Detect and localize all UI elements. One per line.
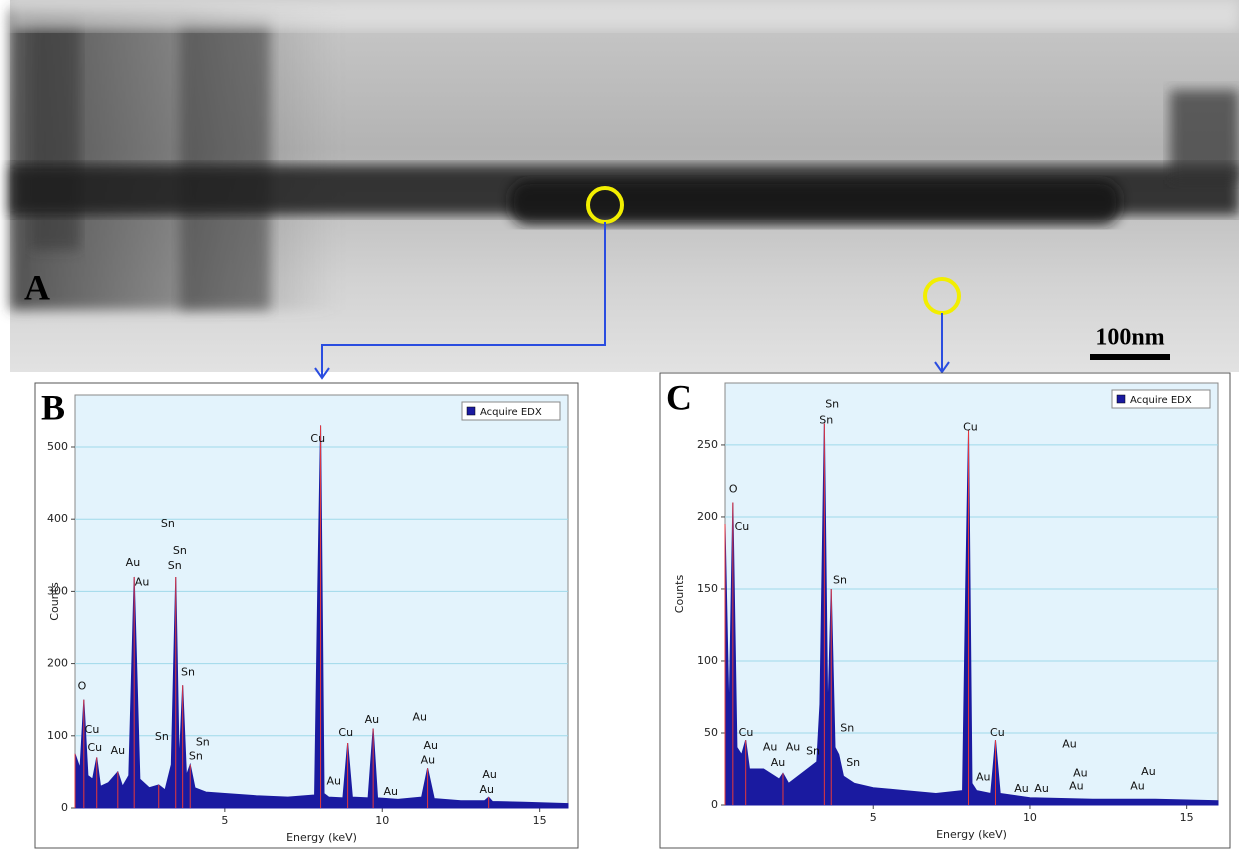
peak-label: Au (786, 740, 801, 753)
peak-label: Sn (825, 398, 839, 411)
peak-label: Au (412, 711, 427, 724)
y-tick-label: 50 (704, 726, 718, 739)
y-axis-label: Counts (48, 582, 61, 621)
peak-label: Au (327, 774, 342, 787)
peak-label: Sn (173, 544, 187, 557)
peak-label: Sn (833, 573, 847, 586)
peak-label: Au (1073, 766, 1088, 779)
y-tick-label: 100 (47, 729, 68, 742)
peak-label: Cu (739, 726, 754, 739)
y-tick-label: 250 (697, 438, 718, 451)
peak-label: Au (126, 556, 141, 569)
spectrum-area (74, 425, 569, 809)
panel-label: A (24, 267, 50, 307)
spectrum-area (724, 423, 1219, 806)
legend-swatch (466, 406, 476, 416)
peak-label: Cu (990, 726, 1005, 739)
legend-box (1111, 389, 1211, 409)
peak-label: Au (771, 756, 786, 769)
peak-label: Au (1062, 738, 1077, 751)
peak-label: Au (1014, 782, 1029, 795)
peak-label: Au (1034, 782, 1049, 795)
peak-label: Au (1141, 765, 1156, 778)
y-tick-label: 500 (47, 440, 68, 453)
peak-label: Sn (806, 745, 820, 758)
y-tick-label: 150 (697, 582, 718, 595)
y-tick-label: 200 (697, 510, 718, 523)
legend-label: Acquire EDX (1130, 395, 1192, 406)
peak-label: Sn (168, 559, 182, 572)
y-tick-label: 400 (47, 512, 68, 525)
peak-label: Au (763, 740, 778, 753)
peak-label: Sn (189, 750, 203, 763)
x-axis-label: Energy (keV) (286, 831, 357, 844)
peak-label: Cu (338, 726, 353, 739)
peak-label: Au (480, 783, 495, 796)
y-tick-label: 0 (61, 801, 68, 814)
peak-label: Au (423, 739, 438, 752)
peak-label: Sn (161, 517, 175, 530)
peak-label: Au (976, 771, 991, 784)
y-tick-label: 0 (711, 798, 718, 811)
peak-label: Cu (735, 520, 750, 533)
peak-label: O (78, 680, 87, 693)
x-tick-label: 10 (1023, 811, 1037, 824)
peak-label: Cu (310, 432, 325, 445)
y-tick-label: 300 (47, 584, 68, 597)
peak-label: O (729, 483, 738, 496)
peak-label: Sn (155, 730, 169, 743)
peak-label: Au (365, 713, 380, 726)
peak-label: Sn (846, 756, 860, 769)
panel-label: C (666, 377, 692, 417)
x-tick-label: 5 (870, 811, 877, 824)
peak-label: Sn (196, 735, 210, 748)
peak-label: Sn (819, 413, 833, 426)
peak-label: Au (384, 785, 399, 798)
y-tick-label: 100 (697, 654, 718, 667)
peak-label: Au (421, 753, 436, 766)
scale-bar-label: 100nm (1095, 325, 1164, 351)
panel-label: B (41, 387, 65, 427)
peak-label: Au (1069, 779, 1084, 792)
legend-label: Acquire EDX (480, 407, 542, 418)
x-tick-label: 10 (375, 814, 389, 827)
x-tick-label: 15 (1180, 811, 1194, 824)
peak-label: Au (135, 576, 150, 589)
peak-label: Au (482, 768, 497, 781)
x-tick-label: 15 (533, 814, 547, 827)
peak-label: Au (111, 744, 126, 757)
y-tick-label: 200 (47, 657, 68, 670)
legend-box (461, 401, 561, 421)
legend-swatch (1116, 394, 1126, 404)
x-tick-label: 5 (221, 814, 228, 827)
y-axis-label: Counts (673, 575, 686, 614)
tem-image (10, 0, 1239, 380)
peak-label: Cu (88, 741, 103, 754)
peak-label: Au (1130, 779, 1145, 792)
x-axis-label: Energy (keV) (936, 828, 1007, 841)
peak-label: Sn (840, 722, 854, 735)
peak-label: Cu (963, 421, 978, 434)
peak-label: Cu (85, 723, 100, 736)
peak-label: Sn (181, 665, 195, 678)
